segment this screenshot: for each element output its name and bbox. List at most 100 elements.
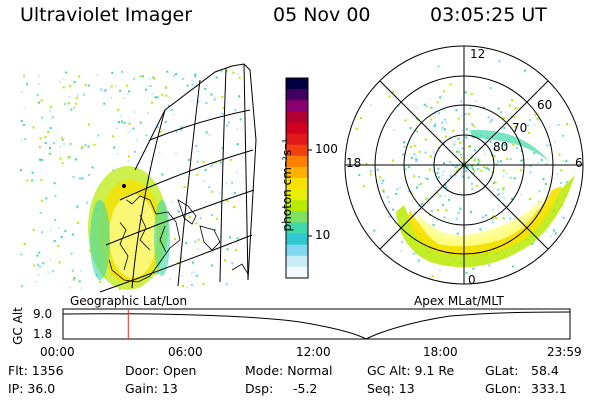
speckle-dot	[456, 150, 459, 153]
speckle-dot	[508, 104, 511, 107]
speckle-dot	[370, 103, 373, 106]
speckle-dot	[455, 109, 458, 112]
speckle-dot	[403, 145, 406, 148]
speckle-dot	[123, 121, 126, 124]
speckle-dot	[454, 165, 457, 168]
speckle-dot	[461, 140, 464, 143]
speckle-dot	[67, 156, 70, 159]
speckle-dot	[560, 182, 563, 185]
speckle-dot	[37, 273, 40, 276]
speckle-dot	[498, 60, 501, 63]
speckle-dot	[527, 131, 530, 134]
speckle-dot	[164, 121, 167, 124]
speckle-dot	[32, 126, 35, 129]
speckle-dot	[45, 197, 48, 200]
speckle-dot	[65, 71, 68, 74]
speckle-dot	[476, 184, 479, 187]
speckle-dot	[501, 175, 504, 178]
speckle-dot	[82, 93, 85, 96]
speckle-dot	[100, 88, 103, 91]
speckle-dot	[222, 106, 225, 109]
speckle-dot	[428, 168, 431, 171]
speckle-dot	[37, 101, 40, 104]
speckle-dot	[47, 271, 50, 274]
speckle-dot	[402, 153, 405, 156]
speckle-dot	[196, 173, 199, 176]
speckle-dot	[210, 161, 213, 164]
speckle-dot	[196, 160, 199, 163]
speckle-dot	[429, 155, 432, 158]
speckle-dot	[458, 150, 461, 153]
speckle-dot	[473, 159, 476, 162]
speckle-dot	[26, 83, 29, 86]
speckle-dot	[433, 152, 436, 155]
speckle-dot	[563, 216, 566, 219]
speckle-dot	[40, 178, 43, 181]
speckle-dot	[410, 156, 413, 159]
speckle-dot	[169, 278, 172, 281]
speckle-dot	[171, 200, 174, 203]
speckle-dot	[183, 186, 186, 189]
speckle-dot	[502, 188, 505, 191]
speckle-dot	[437, 167, 440, 170]
altitude-strip-frame	[62, 308, 571, 340]
speckle-dot	[231, 262, 234, 265]
colorbar-cell	[286, 189, 308, 201]
speckle-dot	[441, 127, 444, 130]
time-tick-00: 00:00	[40, 345, 75, 359]
speckle-dot	[225, 70, 228, 73]
speckle-dot	[420, 182, 423, 185]
speckle-dot	[195, 222, 198, 225]
speckle-dot	[128, 120, 131, 123]
speckle-dot	[489, 140, 492, 143]
speckle-dot	[445, 186, 448, 189]
lat-lon-grid	[99, 63, 257, 293]
speckle-dot	[462, 152, 465, 155]
speckle-dot	[38, 82, 41, 85]
speckle-dot	[139, 121, 142, 124]
info-flight: Flt: 1356	[8, 363, 64, 378]
info-seq: Seq: 13	[367, 381, 415, 396]
speckle-dot	[211, 251, 214, 254]
speckle-dot	[73, 277, 76, 280]
speckle-dot	[425, 105, 428, 108]
speckle-dot	[469, 107, 472, 110]
speckle-dot	[436, 192, 439, 195]
speckle-dot	[72, 176, 75, 179]
speckle-dot	[208, 133, 211, 136]
speckle-dot	[175, 152, 178, 155]
speckle-dot	[110, 85, 113, 88]
info-door: Door: Open	[125, 363, 197, 378]
speckle-dot	[226, 199, 229, 202]
speckle-dot	[205, 131, 208, 134]
speckle-dot	[431, 170, 434, 173]
speckle-dot	[214, 161, 217, 164]
speckle-dot	[23, 107, 26, 110]
speckle-dot	[434, 123, 437, 126]
speckle-dot	[152, 77, 155, 80]
speckle-dot	[467, 145, 470, 148]
mlt-label-12: 12	[470, 47, 486, 61]
speckle-dot	[536, 117, 539, 120]
speckle-dot	[221, 112, 224, 115]
speckle-dot	[23, 75, 26, 78]
speckle-dot	[494, 181, 497, 184]
speckle-dot	[443, 108, 446, 111]
speckle-dot	[128, 90, 131, 93]
speckle-dot	[234, 192, 237, 195]
speckle-dot	[400, 250, 403, 253]
colorbar-gradient	[286, 78, 308, 279]
speckle-dot	[149, 84, 152, 87]
speckle-dot	[181, 274, 184, 277]
speckle-dot	[148, 77, 151, 80]
speckle-dot	[464, 161, 467, 164]
speckle-dot	[561, 216, 564, 219]
speckle-dot	[31, 171, 34, 174]
speckle-dot	[463, 168, 466, 171]
speckle-dot	[489, 87, 492, 90]
speckle-dot	[129, 129, 132, 132]
speckle-dot	[393, 128, 396, 131]
time-tick-18: 18:00	[423, 345, 458, 359]
speckle-dot	[427, 201, 430, 204]
